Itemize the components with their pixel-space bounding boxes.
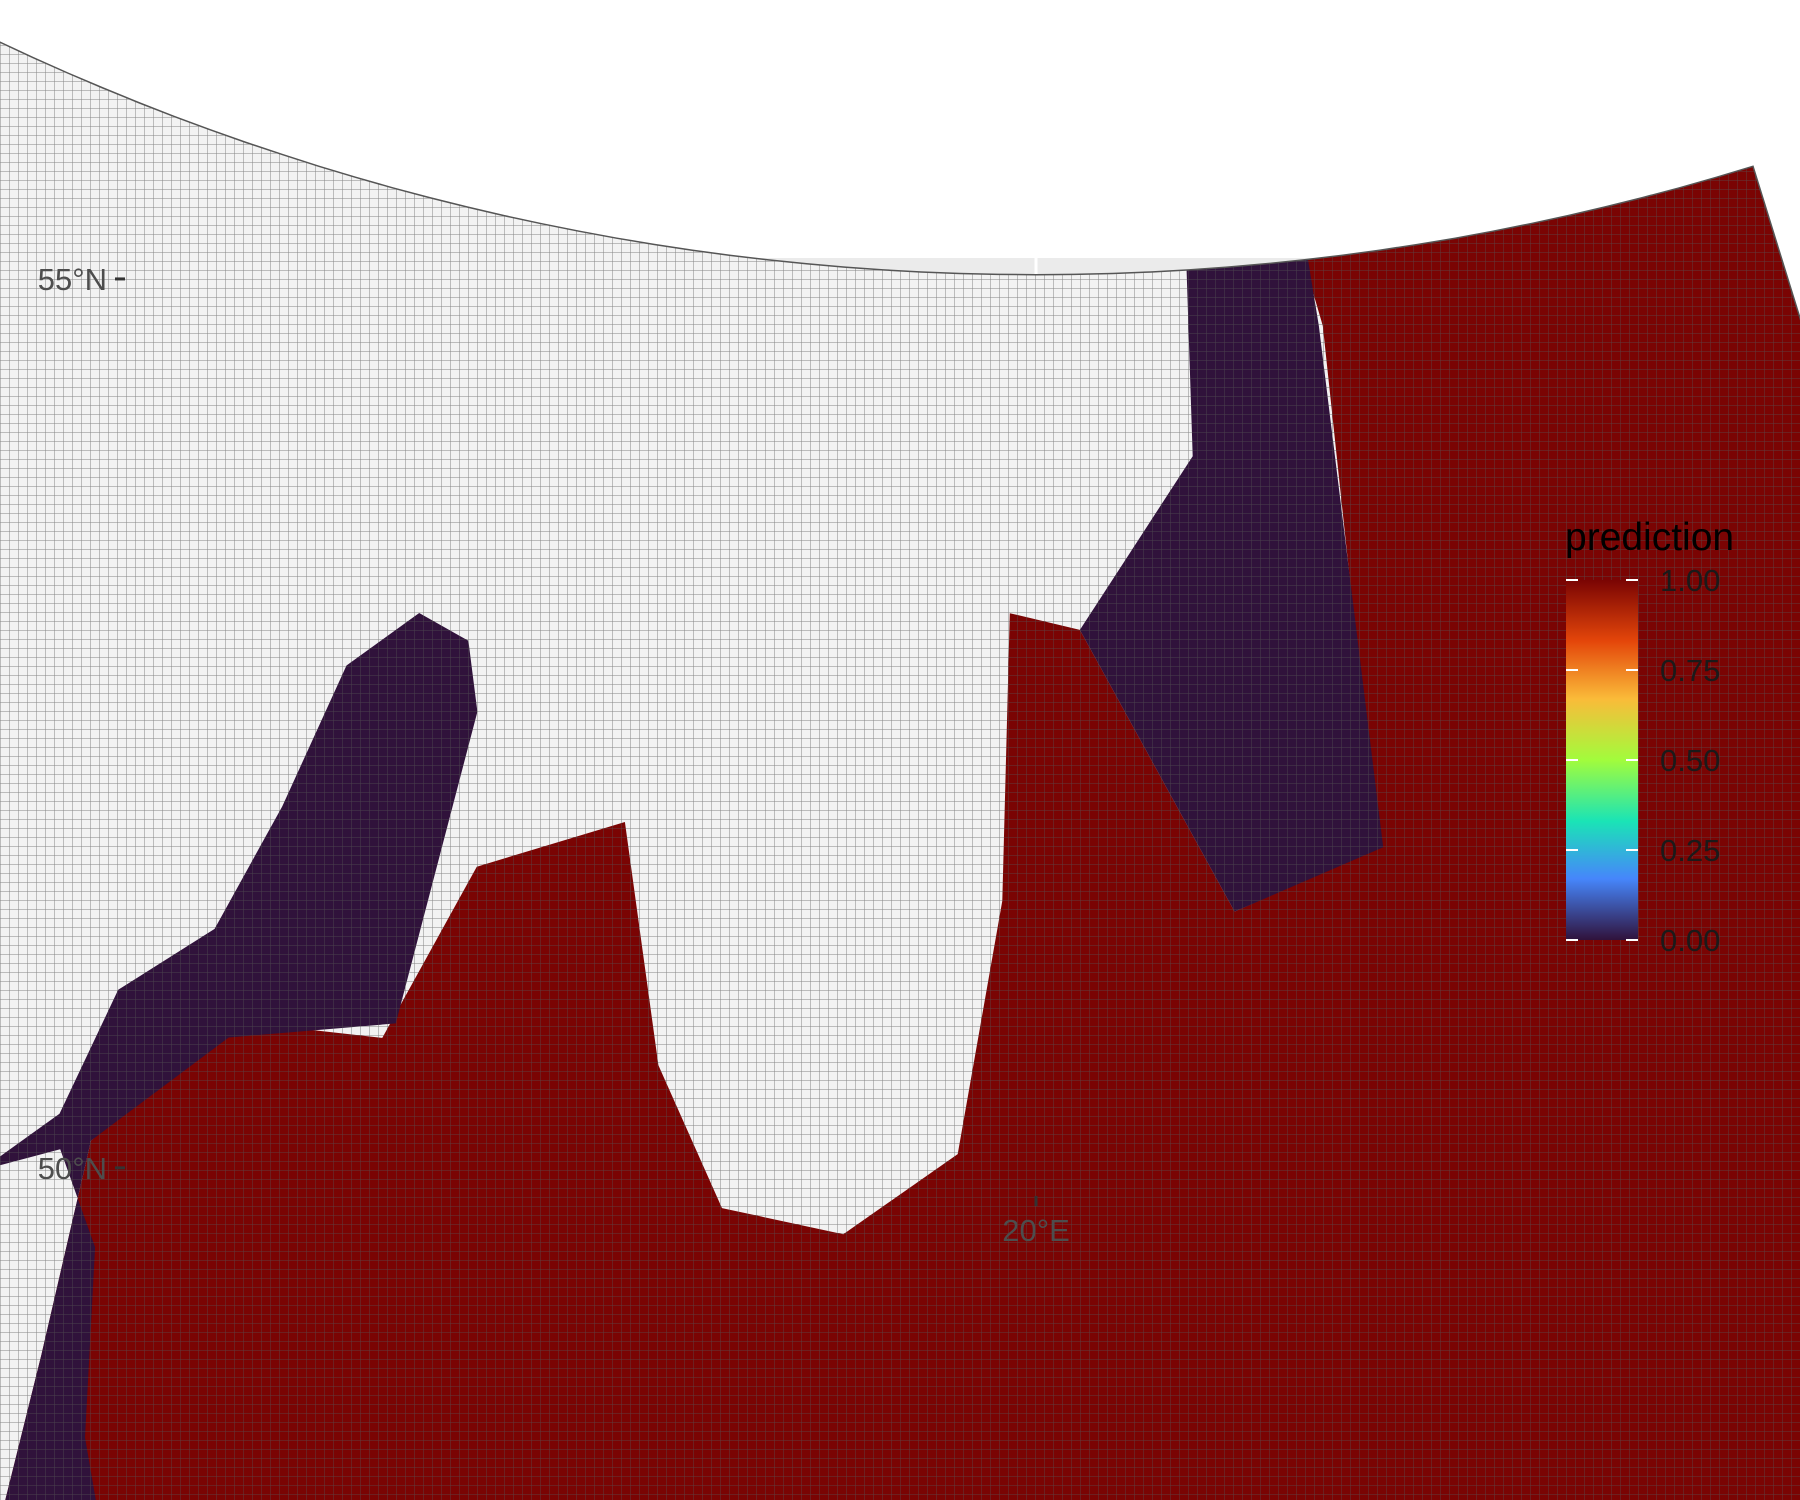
legend-title: prediction [1565,516,1734,559]
legend-tick-label: 0.25 [1660,833,1720,868]
legend-tick-label: 1.00 [1660,563,1720,598]
grid-outline [0,41,1800,321]
y-tick-label: 50°N [38,1151,107,1186]
x-axis: 0°20°E40°E [1002,1196,1070,1248]
legend-tick-label: 0.75 [1660,653,1720,688]
legend: prediction 1.00 0.75 0.50 0.25 0.00 [1565,516,1734,958]
legend-tick-label: 0.50 [1660,743,1720,778]
y-axis: 55°N50°N45°N40°N35°N [38,262,125,1186]
x-tick-label: 20°E [1002,1213,1070,1248]
legend-ticks: 1.00 0.75 0.50 0.25 0.00 [1566,563,1720,958]
y-tick-label: 55°N [38,262,107,297]
legend-tick-label: 0.00 [1660,923,1720,958]
